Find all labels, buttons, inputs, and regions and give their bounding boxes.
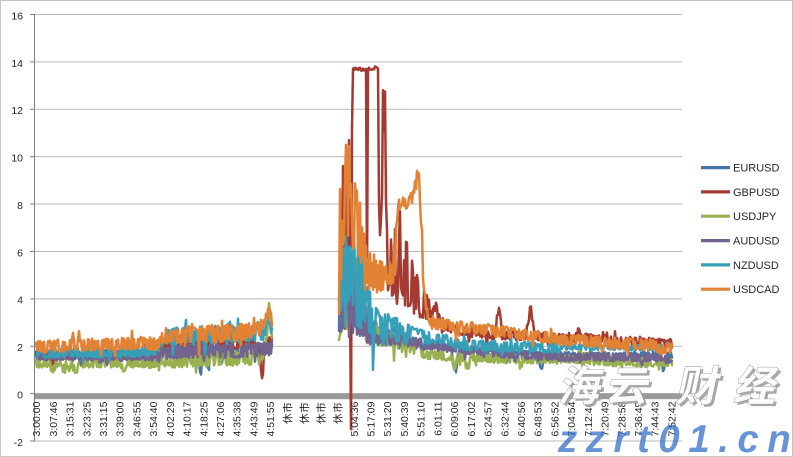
svg-text:6:48:53: 6:48:53 (533, 401, 545, 436)
svg-text:3:39:00: 3:39:00 (115, 401, 127, 436)
svg-text:3:15:31: 3:15:31 (65, 401, 77, 436)
svg-text:4:51:55: 4:51:55 (265, 401, 277, 436)
svg-text:3:00:00: 3:00:00 (31, 401, 43, 436)
svg-text:16: 16 (11, 10, 23, 22)
svg-text:4:18:25: 4:18:25 (198, 401, 210, 436)
svg-text:3:23:25: 3:23:25 (81, 401, 93, 436)
svg-text:6:40:56: 6:40:56 (516, 401, 528, 436)
svg-text:5:40:39: 5:40:39 (399, 401, 411, 436)
svg-text:GBPUSD: GBPUSD (733, 187, 780, 199)
svg-text:USDJPY: USDJPY (733, 211, 777, 223)
svg-text:3:31:15: 3:31:15 (98, 401, 110, 436)
svg-text:0: 0 (17, 390, 23, 402)
svg-text:3:07:46: 3:07:46 (48, 401, 60, 436)
svg-text:5:17:09: 5:17:09 (366, 401, 378, 436)
svg-text:12: 12 (11, 105, 23, 117)
svg-text:4: 4 (17, 295, 23, 307)
svg-text:4:10:17: 4:10:17 (182, 401, 194, 436)
svg-text:6:09:06: 6:09:06 (449, 401, 461, 436)
svg-text:AUDUSD: AUDUSD (733, 236, 780, 248)
svg-text:zzrt01.cn: zzrt01.cn (557, 418, 793, 457)
svg-text:7:28:58: 7:28:58 (616, 401, 628, 436)
svg-text:4:35:38: 4:35:38 (232, 401, 244, 436)
svg-text:8: 8 (17, 200, 23, 212)
svg-text:2: 2 (17, 342, 23, 354)
svg-text:7:44:43: 7:44:43 (650, 401, 662, 436)
svg-text:6:56:52: 6:56:52 (549, 401, 561, 436)
svg-text:EURUSD: EURUSD (733, 163, 780, 175)
svg-text:5:51:10: 5:51:10 (416, 401, 428, 436)
svg-text:3:54:40: 3:54:40 (148, 401, 160, 436)
svg-text:7:36:49: 7:36:49 (633, 401, 645, 436)
svg-text:5:31:20: 5:31:20 (382, 401, 394, 436)
svg-text:-2: -2 (14, 437, 23, 449)
svg-text:3:46:55: 3:46:55 (131, 401, 143, 436)
svg-text:4:02:29: 4:02:29 (165, 401, 177, 436)
svg-text:14: 14 (11, 58, 23, 70)
svg-text:4:27:06: 4:27:06 (215, 401, 227, 436)
svg-text:NZDUSD: NZDUSD (733, 260, 779, 272)
svg-text:6:17:02: 6:17:02 (466, 401, 478, 436)
svg-text:USDCAD: USDCAD (733, 284, 780, 296)
svg-text:10: 10 (11, 153, 23, 165)
svg-text:7:20:49: 7:20:49 (600, 401, 612, 436)
svg-text:6:32:44: 6:32:44 (499, 401, 511, 436)
svg-text:7:52:42: 7:52:42 (667, 401, 679, 436)
svg-text:7:12:46: 7:12:46 (583, 401, 595, 436)
svg-text:5:04:36: 5:04:36 (349, 401, 361, 436)
svg-text:6: 6 (17, 247, 23, 259)
svg-text:6:24:57: 6:24:57 (483, 401, 495, 436)
svg-text:4:43:49: 4:43:49 (249, 401, 261, 436)
svg-text:7:04:54: 7:04:54 (566, 401, 578, 436)
svg-text:6:01:11: 6:01:11 (432, 401, 444, 435)
